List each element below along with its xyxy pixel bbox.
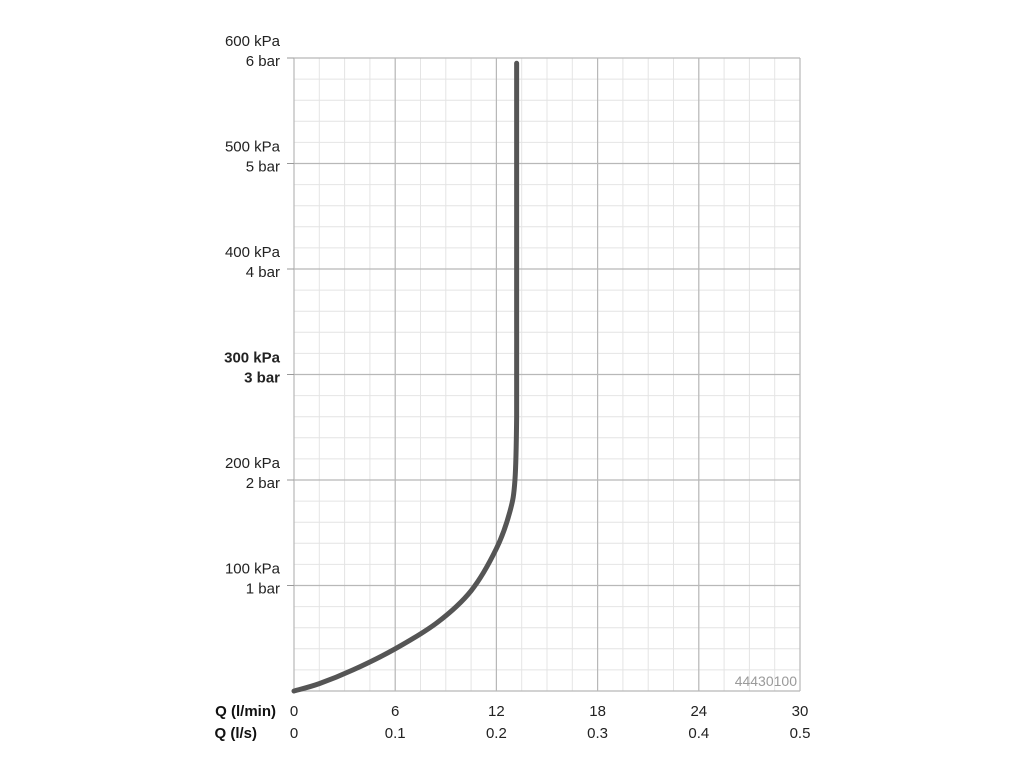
x-tick-label-ls: 0.5 [790, 725, 811, 742]
x-tick-label-ls: 0 [290, 725, 298, 742]
y-tick-label-bar: 6 bar [246, 53, 280, 70]
y-tick-label-kpa: 500 kPa [225, 139, 281, 156]
y-tick-label-kpa: 100 kPa [225, 561, 281, 578]
y-tick-label-kpa: 600 kPa [225, 33, 281, 50]
x-tick-label-lmin: 24 [690, 703, 707, 720]
y-tick-label-kpa: 200 kPa [225, 455, 281, 472]
y-tick-label-bar: 5 bar [246, 159, 280, 176]
x-tick-label-lmin: 12 [488, 703, 505, 720]
x-tick-label-ls: 0.3 [587, 725, 608, 742]
y-tick-label-kpa: 300 kPa [224, 350, 281, 367]
x-tick-label-lmin: 0 [290, 703, 298, 720]
y-tick-label-bar: 1 bar [246, 581, 280, 598]
y-tick-label-bar: 3 bar [244, 370, 280, 387]
x-tick-label-ls: 0.4 [688, 725, 709, 742]
chart-identifier: 44430100 [735, 673, 798, 689]
x-tick-label-lmin: 18 [589, 703, 606, 720]
x-tick-label-ls: 0.2 [486, 725, 507, 742]
y-tick-labels: 100 kPa 1 bar 200 kPa 2 bar 300 kPa 3 bar 400 … [224, 33, 281, 598]
x-axis-label-secondary: Q (l/s) [214, 725, 257, 742]
curve-layer [291, 60, 520, 694]
x-tick-label-lmin: 6 [391, 703, 399, 720]
flow-curve-line [291, 60, 520, 694]
x-tick-label-ls: 0.1 [385, 725, 406, 742]
major-grid [287, 57, 801, 692]
y-tick-label-kpa: 400 kPa [225, 244, 281, 261]
x-axis-label-primary: Q (l/min) [215, 703, 276, 720]
y-tick-label-bar: 4 bar [246, 264, 280, 281]
x-tick-labels: 0 0 6 0.1 12 0.2 18 0.3 24 0.4 30 0.5 [290, 703, 811, 742]
x-tick-label-lmin: 30 [792, 703, 809, 720]
y-tick-label-bar: 2 bar [246, 475, 280, 492]
